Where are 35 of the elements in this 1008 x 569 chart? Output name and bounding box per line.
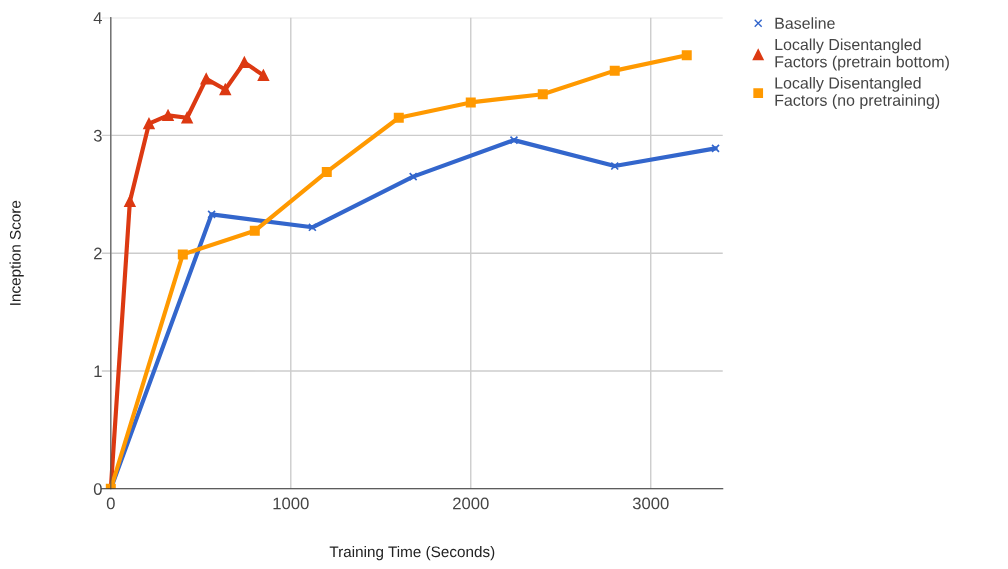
x-tick-label: 1000 xyxy=(273,497,309,510)
y-tick-label: 3 xyxy=(93,129,102,142)
point xyxy=(308,222,317,232)
legend-label: Locally Disentangled Factors (no pretraining) xyxy=(775,76,940,110)
y-tick-label: 4 xyxy=(93,12,102,24)
point xyxy=(162,109,174,122)
point xyxy=(681,50,692,61)
legend-label: Locally Disentangled Factors (pretrain bottom) xyxy=(775,38,949,71)
point xyxy=(509,135,519,145)
point xyxy=(257,69,270,82)
legend-label: Baseline xyxy=(775,17,835,29)
point xyxy=(537,89,548,100)
point xyxy=(711,144,720,153)
x-tick-label: 3000 xyxy=(632,497,669,510)
point xyxy=(207,210,216,219)
y-tick-label: 2 xyxy=(94,247,102,260)
point xyxy=(143,117,155,130)
y-axis-title: Inception Score xyxy=(9,200,24,305)
point xyxy=(610,161,620,171)
point xyxy=(200,73,212,85)
x-axis-title: Training Time (Seconds) xyxy=(329,545,495,561)
point xyxy=(393,112,404,123)
y-tick-label: 0 xyxy=(93,483,102,495)
point xyxy=(408,172,418,181)
point xyxy=(465,97,476,108)
x-tick-label: 0 xyxy=(106,497,115,510)
point xyxy=(249,225,260,236)
y-tick-label: 1 xyxy=(94,365,102,378)
point xyxy=(609,65,620,76)
point xyxy=(124,195,136,208)
point xyxy=(181,112,193,124)
point xyxy=(219,83,231,96)
point xyxy=(177,249,188,260)
point xyxy=(321,166,332,177)
x-tick-label: 2000 xyxy=(453,497,489,510)
